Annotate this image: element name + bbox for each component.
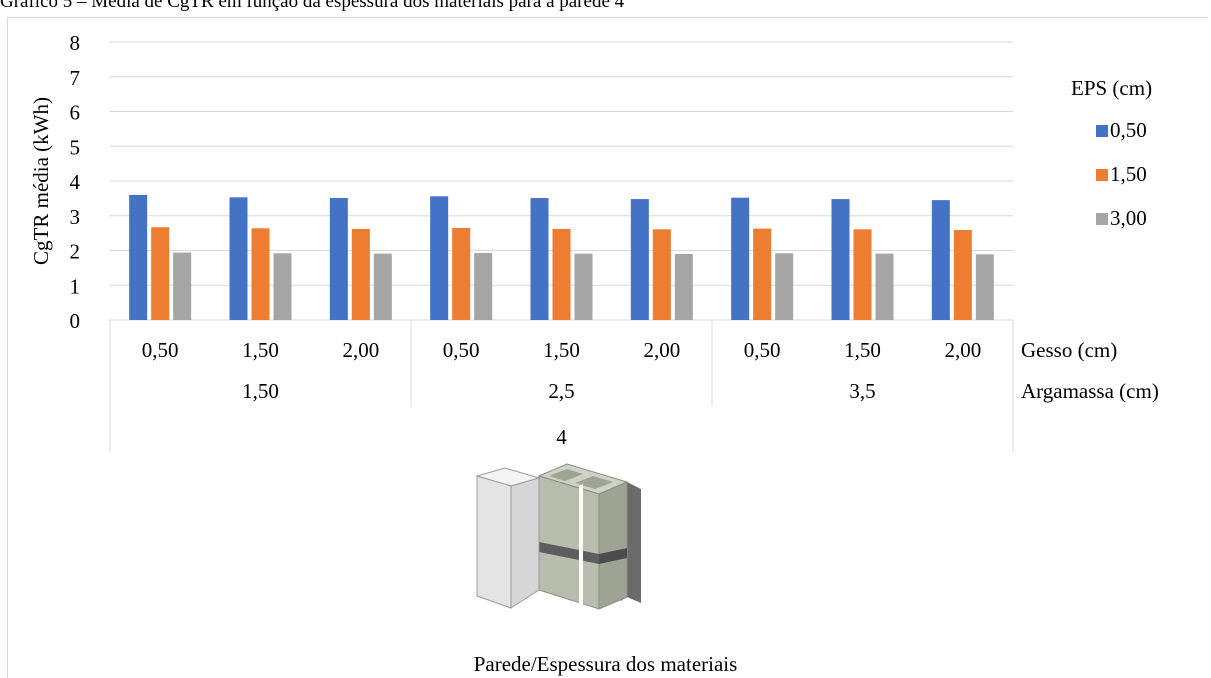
bar-s0-c8: [931, 200, 950, 320]
y-tick-label-5: 5: [70, 135, 81, 159]
wall-block-illustration: [475, 463, 641, 610]
figure-caption: Gráfico 5 – Média de CgTR em função da e…: [0, 0, 625, 12]
bar-s1-c1: [251, 228, 270, 320]
x-level-label-argamassa: Argamassa (cm): [1021, 379, 1159, 403]
x-wall-label: 4: [556, 425, 567, 449]
legend-item-1: 1,50: [1096, 162, 1147, 187]
bar-s0-c1: [229, 197, 248, 320]
bar-s0-c3: [430, 196, 449, 320]
bar-s2-c7: [875, 253, 894, 320]
bar-s2-c8: [975, 254, 994, 320]
x-level-label-gesso: Gesso (cm): [1021, 338, 1117, 362]
x-tick-label-4: 1,50: [543, 338, 580, 362]
bar-s1-c8: [953, 229, 972, 320]
y-tick-label-2: 2: [70, 240, 81, 264]
bar-s1-c0: [151, 227, 170, 320]
bar-s2-c5: [674, 253, 693, 320]
bar-s2-c2: [373, 253, 392, 320]
bar-s1-c4: [552, 228, 571, 320]
y-tick-label-8: 8: [70, 31, 81, 55]
chart-frame: [7, 17, 1208, 678]
x-group-label-0: 1,50: [242, 379, 279, 403]
bar-s1-c7: [853, 229, 872, 320]
legend-label-1: 1,50: [1110, 162, 1147, 186]
legend-swatch-1: [1096, 168, 1108, 181]
bar-s1-c6: [753, 228, 772, 320]
legend-title: EPS (cm): [1071, 76, 1153, 100]
y-tick-label-1: 1: [70, 274, 81, 298]
x-tick-label-1: 1,50: [242, 338, 279, 362]
bar-s1-c3: [452, 227, 471, 320]
bar-s2-c0: [173, 252, 192, 320]
bar-s0-c6: [731, 197, 750, 320]
x-axis-title: Parede/Espessura dos materiais: [473, 652, 738, 676]
bar-s1-c5: [652, 229, 671, 320]
bar-s1-c2: [351, 228, 370, 320]
legend-label-0: 0,50: [1110, 118, 1147, 142]
y-tick-label-3: 3: [70, 205, 81, 229]
legend-swatch-0: [1096, 124, 1108, 137]
x-tick-label-3: 0,50: [443, 338, 480, 362]
x-group-label-1: 2,5: [548, 379, 574, 403]
x-tick-label-7: 1,50: [844, 338, 881, 362]
bar-s0-c4: [530, 198, 549, 320]
bar-s2-c3: [474, 252, 493, 320]
y-axis-title: CgTR média (kWh): [29, 97, 53, 265]
y-tick-label-6: 6: [70, 101, 81, 125]
bar-s0-c2: [329, 198, 348, 320]
legend-label-2: 3,00: [1110, 206, 1147, 230]
bar-s0-c0: [129, 194, 148, 320]
y-tick-label-4: 4: [70, 170, 81, 194]
x-tick-label-5: 2,00: [643, 338, 680, 362]
bar-s2-c6: [775, 253, 794, 320]
y-tick-label-7: 7: [70, 66, 81, 90]
bar-s2-c4: [574, 253, 593, 320]
y-tick-label-0: 0: [70, 309, 81, 333]
legend-item-2: 3,00: [1096, 206, 1147, 231]
bar-s0-c5: [630, 199, 649, 320]
x-tick-label-6: 0,50: [744, 338, 781, 362]
x-group-label-2: 3,5: [849, 379, 875, 403]
x-tick-label-8: 2,00: [944, 338, 981, 362]
legend-swatch-2: [1096, 212, 1108, 225]
x-tick-label-2: 2,00: [342, 338, 379, 362]
legend-item-0: 0,50: [1096, 118, 1147, 143]
x-tick-label-0: 0,50: [142, 338, 179, 362]
bar-s0-c7: [831, 199, 850, 320]
bar-s2-c1: [273, 253, 292, 320]
